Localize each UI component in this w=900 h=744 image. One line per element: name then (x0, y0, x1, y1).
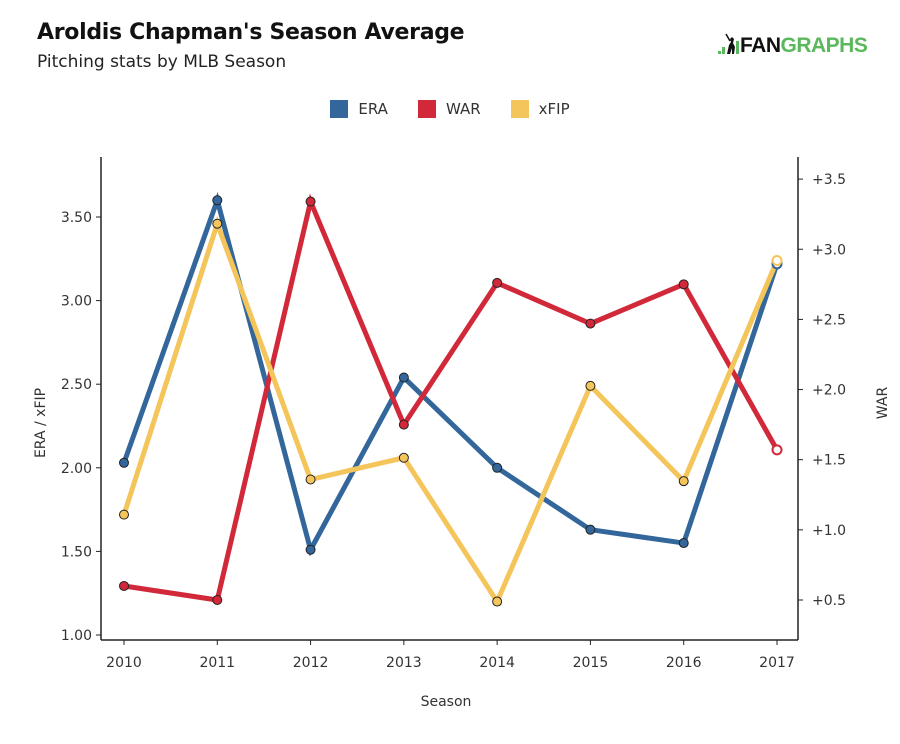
logo-text-fan: FAN (740, 34, 781, 57)
legend-swatch-era (330, 100, 349, 118)
legend-swatch-war (417, 100, 436, 118)
y-right-tick-label: +0.5 (812, 593, 846, 609)
legend-label-xfip: xFIP (538, 100, 570, 118)
data-point-war[interactable] (305, 196, 316, 207)
chart-subtitle: Pitching stats by MLB Season (37, 52, 287, 72)
y-axis-left-title: ERA / xFIP (33, 388, 49, 458)
x-tick-label: 2014 (479, 655, 515, 671)
data-point-era[interactable] (119, 457, 129, 468)
x-tick-label: 2012 (293, 655, 329, 671)
y-left-tick-label: 3.00 (61, 294, 92, 310)
legend-item-war[interactable]: WAR (417, 100, 481, 118)
data-point-war[interactable] (678, 279, 689, 290)
x-tick-label: 2015 (573, 655, 609, 671)
x-tick-label: 2016 (666, 655, 702, 671)
chart-title: Aroldis Chapman's Season Average (37, 20, 465, 45)
y-right-tick-label: +2.5 (812, 312, 846, 328)
data-point-era[interactable] (678, 538, 689, 549)
data-point-xfip[interactable] (398, 452, 409, 463)
x-axis-title: Season (421, 694, 472, 710)
series-line-xfip (121, 215, 780, 607)
legend: ERA WAR xFIP (0, 100, 900, 118)
legend-item-era[interactable]: ERA (330, 100, 388, 118)
series-line-war (123, 193, 780, 603)
legend-label-war: WAR (445, 100, 481, 118)
data-point-war[interactable] (771, 444, 783, 456)
data-point-era[interactable] (585, 524, 596, 535)
data-point-era[interactable] (212, 195, 223, 206)
data-point-era[interactable] (305, 544, 316, 555)
logo-text-graphs: GRAPHS (780, 34, 868, 57)
data-point-war[interactable] (119, 580, 129, 591)
data-point-xfip[interactable] (678, 476, 689, 487)
data-point-xfip[interactable] (212, 218, 223, 229)
data-point-war[interactable] (398, 419, 409, 430)
batter-icon (718, 33, 739, 54)
x-tick-label: 2011 (199, 655, 235, 671)
y-right-tick-label: +1.0 (812, 523, 846, 539)
data-point-xfip[interactable] (119, 509, 129, 520)
y-right-tick-label: +2.0 (812, 383, 846, 399)
y-left-tick-label: 2.50 (61, 377, 92, 393)
y-left-tick-label: 1.50 (61, 544, 92, 560)
data-point-era[interactable] (398, 372, 409, 383)
x-tick-label: 2017 (759, 655, 795, 671)
legend-label-era: ERA (358, 100, 388, 118)
legend-swatch-xfip (510, 100, 529, 118)
y-left-tick-label: 1.00 (61, 628, 92, 644)
y-left-tick-label: 3.50 (61, 210, 92, 226)
y-right-tick-label: +3.5 (812, 172, 846, 188)
data-point-war[interactable] (212, 595, 223, 605)
data-point-xfip[interactable] (585, 380, 596, 391)
x-tick-label: 2013 (386, 655, 422, 671)
y-left-tick-label: 2.00 (61, 461, 92, 477)
y-right-tick-label: +3.0 (812, 242, 846, 258)
legend-item-xfip[interactable]: xFIP (510, 100, 570, 118)
fangraphs-logo: FAN GRAPHS (718, 33, 868, 59)
y-right-tick-label: +1.5 (812, 453, 846, 469)
data-point-xfip[interactable] (305, 474, 316, 485)
data-point-xfip[interactable] (492, 596, 503, 607)
y-axis-right-title: WAR (875, 387, 891, 420)
x-tick-label: 2010 (106, 655, 142, 671)
data-point-era[interactable] (492, 462, 503, 473)
data-point-xfip[interactable] (771, 254, 783, 266)
data-point-war[interactable] (585, 318, 596, 329)
series-line-era (121, 191, 780, 557)
data-point-war[interactable] (492, 277, 503, 288)
